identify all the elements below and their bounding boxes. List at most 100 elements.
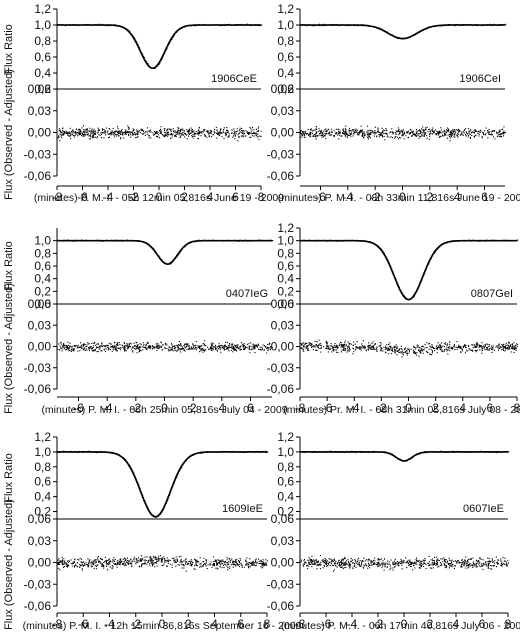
residual-point [339,132,341,134]
observed-point [267,239,269,242]
observed-point [398,37,400,39]
residual-point [400,130,402,132]
residual-point [306,133,308,135]
residual-point [219,345,221,347]
observed-point [444,24,446,26]
residual-point [69,342,71,344]
residual-point [420,131,422,133]
observed-point [212,24,214,26]
residual-point [71,349,73,351]
observed-point [208,24,210,26]
residual-point [107,346,109,348]
residual-point [169,563,171,565]
observed-point [265,450,267,452]
residual-point [101,350,103,352]
residual-point [127,346,129,348]
residual-point [80,561,82,563]
residual-point [244,135,246,137]
residual-point [469,134,471,136]
residual-point [378,136,380,138]
observed-point [375,244,377,246]
residual-point [246,557,248,559]
observed-point [401,292,403,294]
residual-point [180,136,182,138]
residual-point [315,132,317,134]
residual-point [218,562,220,564]
residual-point [373,132,375,134]
residual-point [178,127,180,129]
residual-point [417,130,419,132]
residual-point [399,131,401,133]
residual-point [147,127,149,129]
observed-point [57,239,59,242]
residual-point [496,131,498,133]
residual-point [217,345,219,347]
residual-point [192,562,194,564]
residual-point [70,346,72,348]
residual-point [175,346,177,348]
residual-point [102,345,104,347]
observed-point [266,239,268,241]
observed-point [495,24,497,26]
residual-point [482,345,484,347]
residual-point [257,345,259,347]
observed-point [87,450,89,453]
residual-point [372,348,374,350]
observed-point [484,24,486,26]
observed-point [231,240,233,242]
observed-point [104,24,106,26]
residual-point [405,347,407,349]
residual-point [254,132,256,134]
residual-point [326,345,328,347]
observed-point [247,451,249,453]
residual-point [268,343,270,345]
residual-point [96,137,98,139]
residual-point [191,560,193,562]
residual-point [382,350,384,352]
residual-point [502,348,504,350]
residual-point [95,132,97,134]
residual-point [418,130,420,132]
residual-point [80,130,82,132]
residual-point [233,348,235,350]
residual-point [174,135,176,137]
observed-point [61,451,64,453]
residual-point [223,345,225,347]
observed-point [94,451,96,453]
residual-point [124,565,126,567]
observed-point [100,24,102,26]
residual-point [362,135,364,137]
observed-point [342,240,344,242]
observed-point [102,240,104,242]
residual-point [171,566,173,568]
observed-point [255,451,257,453]
residual-point [191,563,193,565]
observed-point [123,27,126,29]
residual-point [360,131,362,133]
residual-point [105,560,107,562]
residual-point [371,348,373,350]
residual-point [128,344,130,346]
residual-point [144,347,146,349]
observed-point [95,24,97,26]
residual-point [377,131,379,133]
observed-point [479,24,481,26]
residual-point [376,136,378,138]
residual-point [207,131,209,133]
residual-point [346,137,348,139]
residual-point [353,351,355,353]
residual-point [116,561,118,563]
observed-point [306,240,308,242]
residual-points [57,340,273,354]
residual-point [344,342,346,344]
observed-point [387,32,390,34]
residual-point [166,344,168,346]
residual-point [444,134,446,136]
observed-point [382,250,384,253]
observed-point [107,451,109,453]
residual-point [396,136,398,138]
observed-point [486,24,488,26]
residual-point [465,346,467,348]
residual-point [474,129,476,131]
residual-point [228,557,230,559]
